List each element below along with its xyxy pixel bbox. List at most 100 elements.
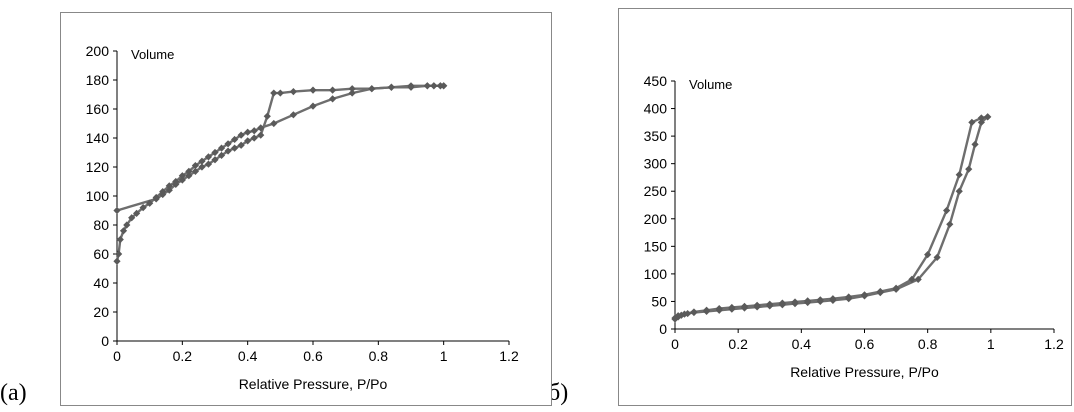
series-1-point — [270, 89, 278, 97]
series-1-point — [387, 83, 395, 91]
series-1-point — [329, 86, 337, 94]
series-1-point — [257, 131, 265, 139]
x-tick-label: 0.8 — [369, 348, 389, 364]
series-0-point — [198, 157, 206, 165]
series-1-line — [674, 115, 988, 319]
series-1-point — [165, 186, 173, 194]
series-0-point — [211, 148, 219, 157]
series-1-point — [845, 293, 853, 301]
series-0-point — [955, 187, 963, 195]
series-1-point — [204, 160, 213, 168]
y-tick-label: 200 — [644, 211, 668, 227]
series-1-point — [224, 147, 232, 155]
series-0-point — [933, 253, 941, 261]
series-0-point — [684, 309, 692, 318]
y-axis-title: Volume — [689, 77, 732, 92]
y-tick-label: 60 — [93, 246, 109, 262]
panel-a-label: (a) — [0, 380, 27, 406]
series-0-point — [348, 89, 356, 97]
y-tick-label: 80 — [93, 217, 109, 233]
series-0-point — [244, 128, 252, 136]
series-1-point — [185, 172, 193, 180]
y-tick-label: 0 — [101, 333, 109, 349]
series-0-point — [146, 199, 154, 207]
series-0-point — [971, 140, 979, 148]
x-tick-label: 0.6 — [855, 336, 875, 352]
series-1-point — [968, 118, 976, 126]
series-0-point — [178, 172, 186, 180]
series-1-point — [191, 167, 199, 175]
series-0-point — [257, 124, 265, 132]
x-axis-title: Relative Pressure, P/Po — [239, 376, 388, 392]
series-1-point — [977, 114, 985, 122]
series-0-point — [217, 144, 226, 152]
series-0-point — [128, 214, 136, 222]
chart-a: 0 20 40 60 80 100 120 140 160 180 200 0 0.2 0.4 0.6 0.8… — [86, 43, 519, 392]
series-1-point — [423, 82, 431, 90]
chart-panel-a-frame: 0 20 40 60 80 100 120 140 160 180 200 0 0.2 0.4 0.6 0.8… — [60, 12, 552, 406]
series-0-line — [674, 115, 989, 321]
series-1-point — [984, 113, 992, 121]
series-1-point — [309, 86, 317, 94]
series-1-point — [289, 88, 297, 96]
y-tick-label: 450 — [644, 73, 668, 89]
series-1-point — [908, 275, 916, 283]
series-0-point — [977, 118, 985, 126]
series-1-point — [172, 180, 180, 188]
x-tick-label: 1.2 — [1044, 336, 1064, 352]
series-1-point — [715, 305, 723, 313]
series-0-point — [237, 131, 245, 139]
series-0-point — [231, 135, 239, 144]
x-tick-label: 0.4 — [238, 348, 258, 364]
chart-panel-b-frame: 0 50 100 150 200 250 300 350 400 450 0 0.2 0.4 0.6 0.8… — [618, 8, 1072, 406]
x-tick-label: 0 — [671, 336, 679, 352]
x-tick-label: 0.6 — [303, 348, 323, 364]
series-1-point — [671, 314, 679, 322]
series-1-point — [892, 284, 900, 292]
series-1-point — [876, 287, 884, 296]
series-1-point — [250, 134, 258, 142]
series-0-point — [224, 140, 232, 148]
series-0-point — [119, 227, 128, 235]
series-0-point — [946, 220, 954, 228]
series-1-point — [244, 137, 252, 145]
series-1-point — [924, 251, 932, 259]
series-1-point — [407, 83, 415, 91]
y-tick-label: 160 — [86, 101, 110, 117]
series-1-point — [198, 163, 206, 171]
series-0-point — [309, 102, 317, 110]
series-0-point — [204, 153, 213, 161]
series-1-point — [753, 301, 761, 309]
y-tick-label: 0 — [659, 321, 667, 337]
series-0-point — [289, 111, 297, 119]
series-1-point — [231, 144, 239, 152]
series-1-point — [276, 89, 284, 97]
series-1-point — [368, 85, 376, 93]
x-tick-label: 0.2 — [173, 348, 193, 364]
y-tick-label: 40 — [93, 275, 109, 291]
series-1-point — [152, 195, 160, 203]
y-tick-label: 400 — [644, 101, 668, 117]
y-tick-label: 100 — [644, 266, 668, 282]
series-1-point — [211, 156, 219, 164]
x-tick-label: 0.8 — [918, 336, 938, 352]
x-axis-title: Relative Pressure, P/Po — [790, 364, 939, 380]
series-1-point — [436, 82, 444, 90]
y-tick-label: 300 — [644, 156, 668, 172]
y-axis-title: Volume — [131, 47, 174, 62]
series-0-point — [133, 209, 141, 217]
series-0-point — [113, 257, 121, 265]
x-tick-label: 0.2 — [728, 336, 748, 352]
x-tick-label: 0.4 — [792, 336, 812, 352]
y-tick-label: 100 — [86, 188, 110, 204]
series-0-point — [165, 182, 173, 190]
x-tick-label: 0 — [113, 348, 121, 364]
series-1-point — [263, 112, 271, 120]
y-tick-label: 20 — [93, 304, 109, 320]
series-1-point — [237, 141, 245, 149]
y-tick-label: 250 — [644, 183, 668, 199]
x-tick-label: 1 — [440, 348, 448, 364]
y-tick-label: 150 — [644, 238, 668, 254]
series-1-point — [348, 85, 356, 93]
series-1-point — [816, 296, 824, 304]
